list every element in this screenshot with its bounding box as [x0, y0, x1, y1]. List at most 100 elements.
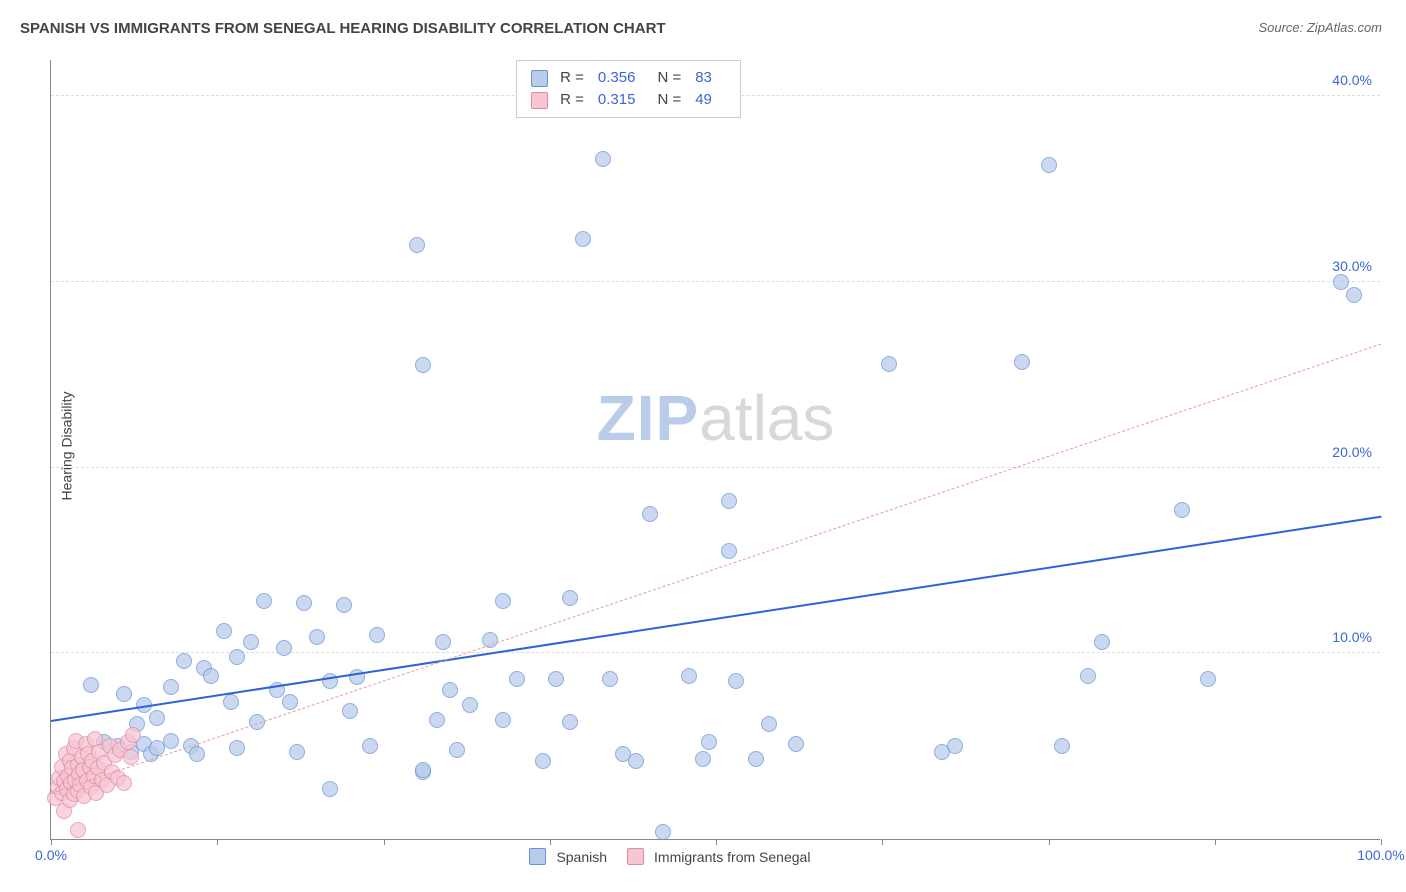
data-point	[415, 357, 431, 373]
data-point	[189, 746, 205, 762]
data-point	[1346, 287, 1362, 303]
data-point	[243, 634, 259, 650]
x-tick-label: 100.0%	[1357, 847, 1404, 863]
data-point	[83, 677, 99, 693]
data-point	[442, 682, 458, 698]
data-point	[282, 694, 298, 710]
data-point	[116, 686, 132, 702]
data-point	[296, 595, 312, 611]
legend-label: Immigrants from Senegal	[654, 849, 810, 865]
legend-r-label: R =	[560, 67, 584, 89]
data-point	[223, 694, 239, 710]
data-point	[602, 671, 618, 687]
data-point	[721, 493, 737, 509]
x-tick-mark	[1381, 839, 1382, 845]
data-point	[721, 543, 737, 559]
data-point	[495, 593, 511, 609]
y-tick-label: 10.0%	[1332, 629, 1372, 645]
data-point	[449, 742, 465, 758]
data-point	[947, 738, 963, 754]
x-tick-mark	[217, 839, 218, 845]
x-tick-mark	[1049, 839, 1050, 845]
watermark: ZIPatlas	[597, 381, 835, 455]
legend-r-value: 0.356	[598, 67, 636, 89]
data-point	[655, 824, 671, 840]
data-point	[728, 673, 744, 689]
data-point	[1200, 671, 1216, 687]
data-point	[1174, 502, 1190, 518]
data-point	[309, 629, 325, 645]
data-point	[1333, 274, 1349, 290]
data-point	[415, 762, 431, 778]
x-tick-label: 0.0%	[35, 847, 67, 863]
data-point	[1041, 157, 1057, 173]
legend-series: Spanish Immigrants from Senegal	[529, 848, 810, 865]
scatter-plot: ZIPatlas 10.0%20.0%30.0%40.0%0.0%100.0%R…	[50, 60, 1380, 840]
data-point	[435, 634, 451, 650]
data-point	[761, 716, 777, 732]
trendline	[51, 516, 1381, 722]
gridline	[51, 652, 1380, 653]
data-point	[176, 653, 192, 669]
data-point	[462, 697, 478, 713]
data-point	[495, 712, 511, 728]
data-point	[322, 781, 338, 797]
data-point	[336, 597, 352, 613]
legend-swatch	[531, 70, 548, 87]
data-point	[429, 712, 445, 728]
legend-row: R =0.315N =49	[531, 89, 726, 111]
data-point	[163, 733, 179, 749]
source-label: Source: ZipAtlas.com	[1258, 20, 1382, 35]
data-point	[575, 231, 591, 247]
legend-item: Spanish	[529, 848, 607, 865]
data-point	[509, 671, 525, 687]
data-point	[149, 710, 165, 726]
data-point	[1014, 354, 1030, 370]
watermark-atlas: atlas	[699, 382, 834, 454]
data-point	[276, 640, 292, 656]
gridline	[51, 281, 1380, 282]
data-point	[701, 734, 717, 750]
legend-n-label: N =	[657, 89, 681, 111]
data-point	[70, 822, 86, 838]
x-tick-mark	[882, 839, 883, 845]
data-point	[1080, 668, 1096, 684]
data-point	[342, 703, 358, 719]
legend-swatch	[531, 92, 548, 109]
gridline	[51, 467, 1380, 468]
x-tick-mark	[1215, 839, 1216, 845]
data-point	[409, 237, 425, 253]
data-point	[562, 590, 578, 606]
data-point	[1094, 634, 1110, 650]
legend-n-label: N =	[657, 67, 681, 89]
legend-n-value: 49	[695, 89, 712, 111]
legend-row: R =0.356N =83	[531, 67, 726, 89]
watermark-zip: ZIP	[597, 382, 700, 454]
legend-swatch	[529, 848, 546, 865]
data-point	[163, 679, 179, 695]
data-point	[548, 671, 564, 687]
x-tick-mark	[716, 839, 717, 845]
data-point	[695, 751, 711, 767]
x-tick-mark	[550, 839, 551, 845]
legend-r-label: R =	[560, 89, 584, 111]
data-point	[203, 668, 219, 684]
y-tick-label: 30.0%	[1332, 258, 1372, 274]
data-point	[125, 727, 141, 743]
y-tick-label: 20.0%	[1332, 444, 1372, 460]
data-point	[642, 506, 658, 522]
data-point	[369, 627, 385, 643]
data-point	[116, 775, 132, 791]
data-point	[562, 714, 578, 730]
data-point	[881, 356, 897, 372]
legend-swatch	[627, 848, 644, 865]
data-point	[289, 744, 305, 760]
data-point	[1054, 738, 1070, 754]
data-point	[229, 740, 245, 756]
y-tick-label: 40.0%	[1332, 72, 1372, 88]
legend-correlation: R =0.356N =83R =0.315N =49	[516, 60, 741, 118]
data-point	[229, 649, 245, 665]
data-point	[748, 751, 764, 767]
data-point	[628, 753, 644, 769]
x-tick-mark	[51, 839, 52, 845]
